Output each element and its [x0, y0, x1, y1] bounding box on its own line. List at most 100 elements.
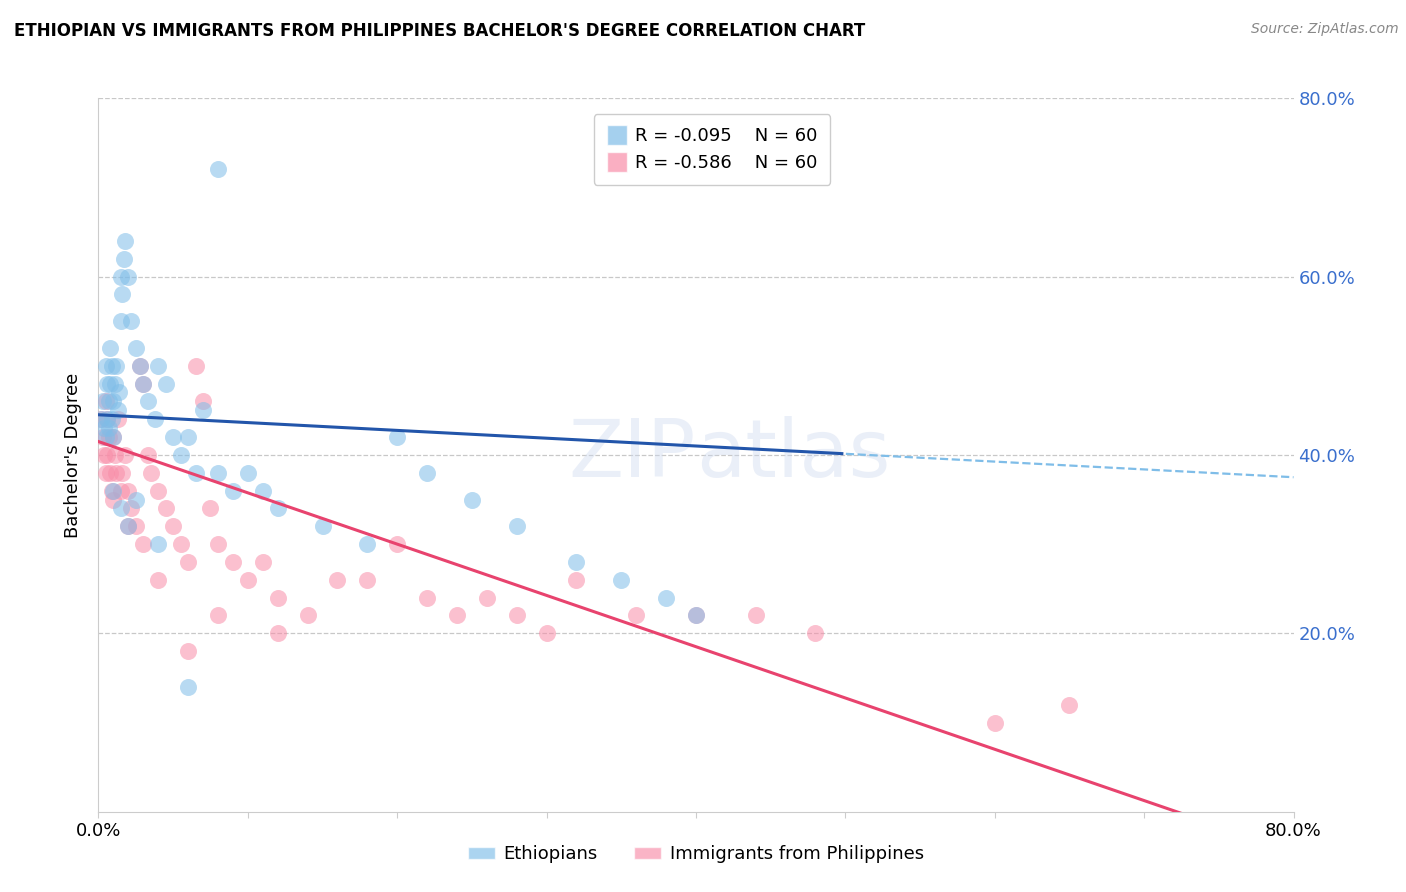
Text: ETHIOPIAN VS IMMIGRANTS FROM PHILIPPINES BACHELOR'S DEGREE CORRELATION CHART: ETHIOPIAN VS IMMIGRANTS FROM PHILIPPINES… [14, 22, 865, 40]
Point [136, 394, 159, 409]
Point [169, 537, 191, 551]
Point [132, 376, 155, 391]
Point [207, 537, 229, 551]
Point [110, 501, 132, 516]
Point [416, 591, 439, 605]
Point [177, 644, 200, 658]
Text: atlas: atlas [696, 416, 890, 494]
Point [148, 359, 170, 373]
Point [103, 394, 125, 409]
Point [105, 466, 128, 480]
Point [117, 519, 139, 533]
Point [177, 555, 200, 569]
Point [117, 483, 139, 498]
Point [184, 359, 207, 373]
Point [984, 715, 1007, 730]
Point [252, 555, 274, 569]
Point [94, 430, 117, 444]
Point [207, 466, 229, 480]
Point [177, 430, 200, 444]
Text: ZIP: ZIP [568, 416, 696, 494]
Point [191, 403, 214, 417]
Point [148, 537, 170, 551]
Point [311, 519, 333, 533]
Point [685, 608, 707, 623]
Point [356, 573, 378, 587]
Point [685, 608, 707, 623]
Point [565, 555, 588, 569]
Point [461, 492, 484, 507]
Point [91, 394, 114, 409]
Point [506, 608, 529, 623]
Point [94, 359, 117, 373]
Point [148, 573, 170, 587]
Point [97, 430, 120, 444]
Point [111, 287, 134, 301]
Legend: Ethiopians, Immigrants from Philippines: Ethiopians, Immigrants from Philippines [457, 834, 935, 874]
Point [136, 448, 159, 462]
Point [200, 501, 222, 516]
Y-axis label: Bachelor's Degree: Bachelor's Degree [65, 372, 83, 538]
Point [162, 430, 184, 444]
Point [267, 591, 290, 605]
Point [252, 483, 274, 498]
Point [132, 376, 155, 391]
Point [103, 430, 125, 444]
Point [100, 466, 122, 480]
Point [169, 448, 191, 462]
Point [96, 412, 118, 426]
Point [745, 608, 768, 623]
Point [536, 626, 558, 640]
Point [155, 501, 177, 516]
Point [112, 252, 135, 266]
Point [655, 591, 678, 605]
Point [148, 483, 170, 498]
Point [90, 412, 112, 426]
Point [129, 359, 152, 373]
Point [120, 501, 142, 516]
Point [107, 412, 129, 426]
Point [475, 591, 498, 605]
Point [97, 421, 120, 435]
Point [107, 403, 129, 417]
Point [114, 234, 136, 248]
Point [100, 341, 122, 355]
Point [132, 537, 155, 551]
Point [385, 537, 409, 551]
Point [101, 412, 124, 426]
Point [184, 466, 207, 480]
Point [93, 421, 115, 435]
Point [97, 394, 120, 409]
Point [110, 269, 132, 284]
Point [103, 430, 125, 444]
Point [626, 608, 648, 623]
Point [143, 412, 166, 426]
Point [162, 519, 184, 533]
Point [326, 573, 349, 587]
Point [191, 394, 214, 409]
Point [356, 537, 378, 551]
Point [100, 376, 122, 391]
Point [139, 466, 162, 480]
Point [506, 519, 529, 533]
Point [446, 608, 468, 623]
Point [96, 412, 118, 426]
Point [236, 466, 259, 480]
Point [103, 483, 125, 498]
Point [207, 608, 229, 623]
Point [94, 466, 117, 480]
Point [125, 341, 148, 355]
Point [104, 448, 127, 462]
Point [104, 376, 127, 391]
Point [267, 626, 290, 640]
Point [565, 573, 588, 587]
Point [103, 492, 125, 507]
Point [222, 483, 245, 498]
Point [236, 573, 259, 587]
Point [117, 519, 139, 533]
Point [125, 492, 148, 507]
Point [610, 573, 633, 587]
Point [177, 680, 200, 694]
Point [1059, 698, 1081, 712]
Point [804, 626, 827, 640]
